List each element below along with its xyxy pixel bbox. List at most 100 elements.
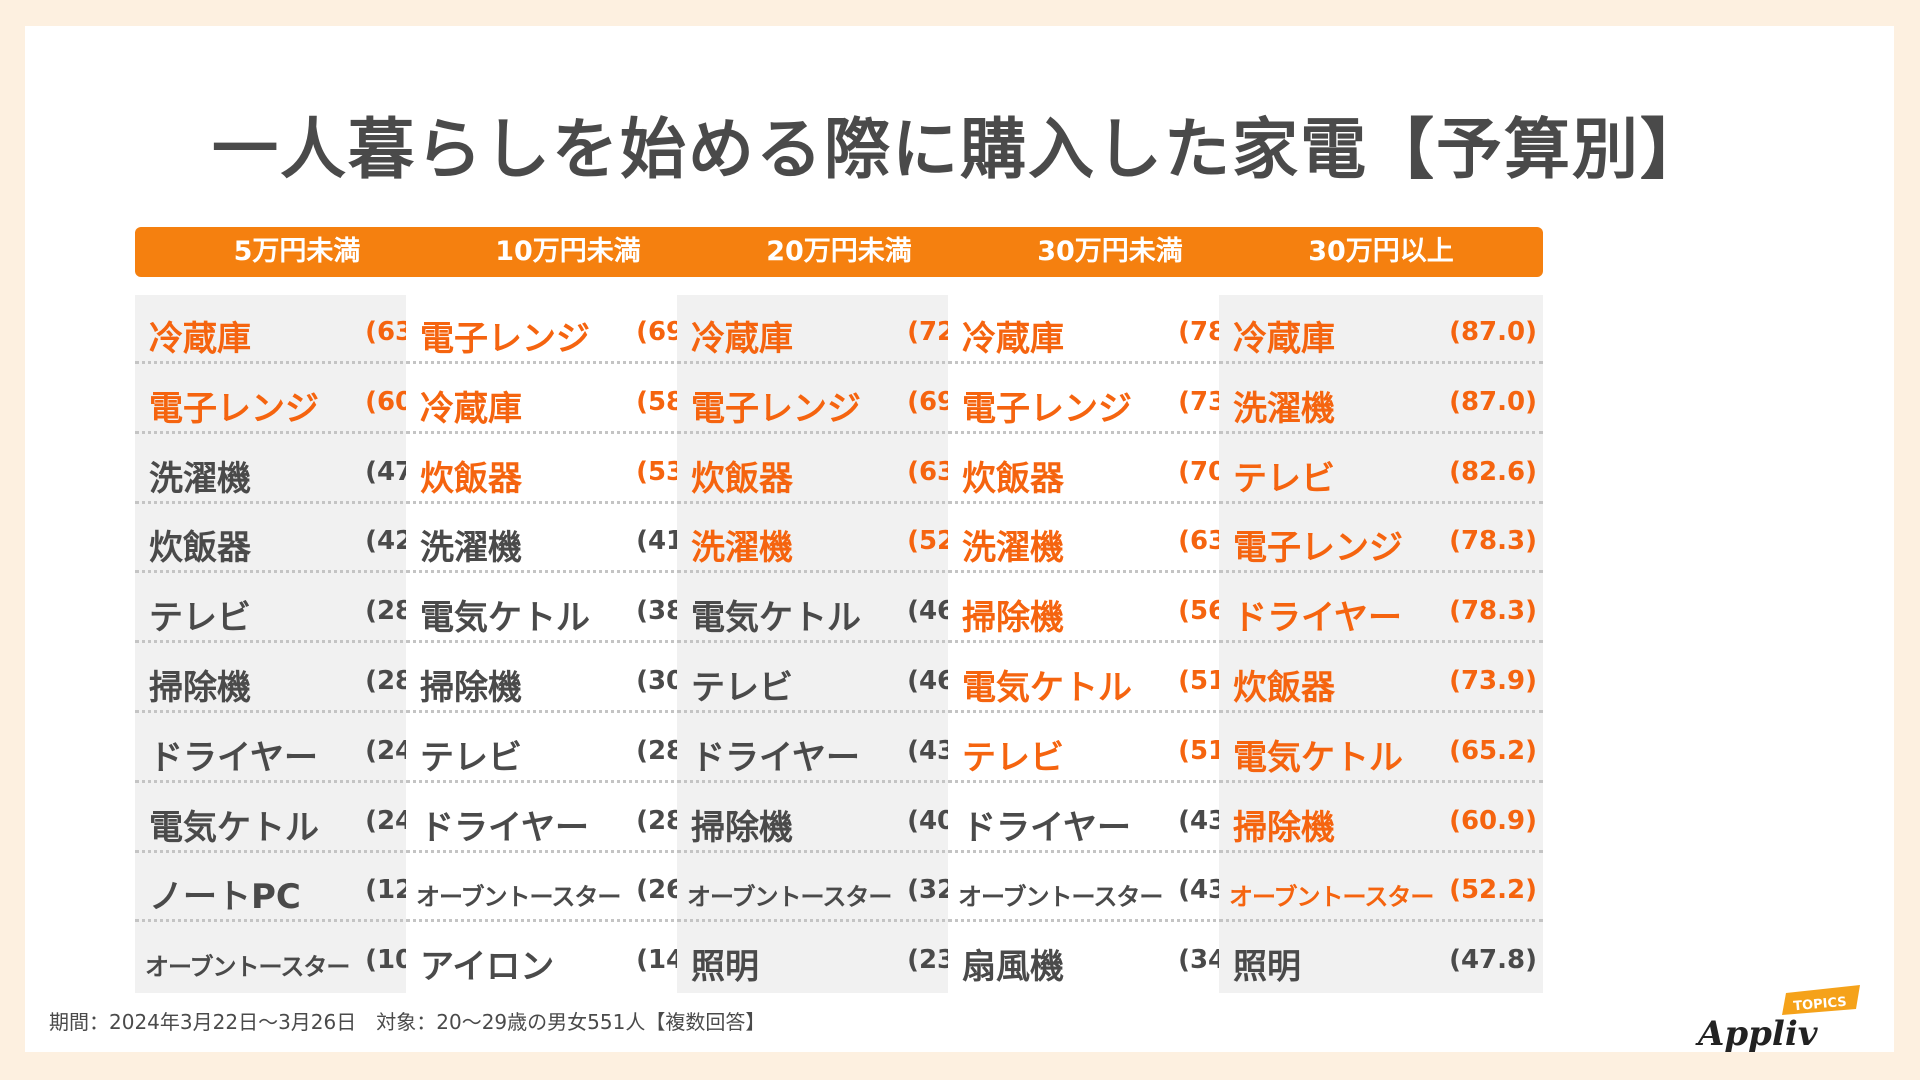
- appliance-name: オーブントースター: [145, 953, 350, 982]
- appliance-name: ドライヤー: [962, 807, 1131, 848]
- table-row: ドライヤー (78.3): [1219, 574, 1543, 644]
- row-divider: [1219, 640, 1543, 644]
- row-divider: [677, 430, 1001, 434]
- percentage-value: (60.9): [1449, 805, 1537, 836]
- percentage-value: (73.9): [1449, 666, 1537, 696]
- appliance-name: 照明: [691, 947, 759, 988]
- row-divider: [1219, 570, 1543, 574]
- percentage-value: (78.3): [1449, 526, 1537, 557]
- appliance-name: 電子レンジ: [149, 388, 319, 429]
- appliance-name: テレビ: [420, 737, 522, 778]
- row-divider: [677, 849, 1001, 853]
- row-divider: [948, 361, 1272, 364]
- table-row: 電子レンジ (78.3): [1219, 504, 1543, 574]
- row-divider: [948, 849, 1272, 853]
- appliance-name: 洗濯機: [149, 458, 251, 499]
- row-divider: [677, 919, 1001, 923]
- appliance-name: 洗濯機: [962, 528, 1064, 569]
- appliance-name: 炊飯器: [1233, 668, 1335, 708]
- chart-title: 一人暮らしを始める際に購入した家電【予算別】: [212, 111, 1708, 188]
- row-divider: [406, 500, 730, 504]
- appliance-name: 冷蔵庫: [1233, 319, 1335, 359]
- row-divider: [948, 919, 1272, 923]
- row-divider: [406, 570, 730, 574]
- appliance-name: テレビ: [962, 737, 1064, 778]
- appliance-name: 電子レンジ: [691, 388, 861, 429]
- appliance-name: 電気ケトル: [691, 598, 861, 639]
- row-divider: [948, 570, 1272, 574]
- percentage-value: (65.2): [1449, 735, 1537, 766]
- appliance-name: 炊飯器: [149, 528, 251, 569]
- applive-logo: TOPICS Appliv: [1695, 985, 1860, 1054]
- row-divider: [1219, 919, 1543, 923]
- column-header: 10万円未満: [406, 227, 730, 277]
- row-divider: [1219, 500, 1543, 504]
- column-header: 30万円以上: [1219, 227, 1543, 277]
- appliance-name: 炊飯器: [420, 458, 522, 499]
- percentage-value: (47.8): [1449, 945, 1537, 976]
- appliance-name: 扇風機: [962, 947, 1064, 988]
- appliance-name: 掃除機: [962, 598, 1064, 639]
- appliance-name: ノートPC: [149, 877, 301, 918]
- footer-note: 期間：2024年3月22日〜3月26日 対象：20〜29歳の男女551人【複数回…: [49, 1010, 766, 1034]
- row-divider: [948, 640, 1272, 644]
- appliance-name: テレビ: [691, 668, 793, 708]
- row-divider: [135, 779, 459, 783]
- percentage-value: (87.0): [1449, 317, 1537, 347]
- appliance-name: 電気ケトル: [420, 598, 590, 639]
- percentage-value: (52.2): [1449, 875, 1537, 906]
- table-row: 冷蔵庫 (87.0): [1219, 295, 1543, 364]
- appliance-name: 電子レンジ: [420, 319, 590, 359]
- appliance-name: 電子レンジ: [1233, 528, 1403, 569]
- table-row: 掃除機 (60.9): [1219, 784, 1543, 853]
- row-divider: [677, 570, 1001, 574]
- row-divider: [677, 500, 1001, 504]
- row-divider: [406, 430, 730, 434]
- row-divider: [135, 570, 459, 574]
- logo-text: Appliv: [1695, 1014, 1819, 1054]
- table-row: 洗濯機 (87.0): [1219, 365, 1543, 434]
- row-divider: [406, 361, 730, 364]
- table-row: 電子レンジ(69.7): [406, 295, 730, 364]
- row-divider: [135, 361, 459, 364]
- table-row: 炊飯器 (73.9): [1219, 644, 1543, 713]
- appliance-name: ドライヤー: [420, 807, 589, 848]
- row-divider: [948, 500, 1272, 504]
- appliance-name: 掃除機: [1233, 807, 1335, 848]
- appliance-name: 掃除機: [420, 668, 522, 708]
- appliance-name: アイロン: [420, 947, 555, 988]
- appliance-name: ドライヤー: [691, 737, 860, 778]
- appliance-name: 電気ケトル: [149, 807, 319, 848]
- appliance-name: 冷蔵庫: [149, 319, 251, 359]
- table-row: テレビ (82.6): [1219, 435, 1543, 504]
- appliance-name: 洗濯機: [1233, 388, 1335, 429]
- appliance-name: 電子レンジ: [962, 388, 1132, 429]
- logo-badge-shape: [1782, 985, 1860, 1015]
- appliance-name: 照明: [1233, 947, 1301, 988]
- appliance-name: 掃除機: [691, 807, 793, 848]
- table-row: 冷蔵庫(78.0): [948, 295, 1272, 364]
- row-divider: [406, 919, 730, 923]
- appliance-name: 炊飯器: [691, 458, 793, 499]
- column-header: 5万円未満: [135, 227, 459, 277]
- appliance-name: 電気ケトル: [962, 668, 1132, 708]
- table-row: オーブントースター(32.8): [677, 853, 1001, 923]
- appliance-name: 冷蔵庫: [962, 319, 1064, 359]
- row-divider: [677, 361, 1001, 364]
- row-divider: [1219, 849, 1543, 853]
- appliance-name: オーブントースター: [1229, 883, 1434, 912]
- appliance-name: ドライヤー: [1233, 598, 1402, 639]
- row-divider: [135, 849, 459, 853]
- row-divider: [948, 710, 1272, 713]
- row-divider: [135, 430, 459, 434]
- appliance-name: 冷蔵庫: [691, 319, 793, 359]
- appliance-name: 冷蔵庫: [420, 388, 522, 429]
- logo-badge-text: TOPICS: [1793, 995, 1848, 1015]
- appliance-name: オーブントースター: [416, 883, 621, 912]
- appliance-name: 洗濯機: [420, 528, 522, 569]
- appliance-name: 炊飯器: [962, 458, 1064, 499]
- appliance-name: テレビ: [149, 598, 251, 639]
- row-divider: [406, 779, 730, 783]
- row-divider: [1219, 779, 1543, 783]
- table-row: オーブントースター (52.2): [1219, 853, 1543, 923]
